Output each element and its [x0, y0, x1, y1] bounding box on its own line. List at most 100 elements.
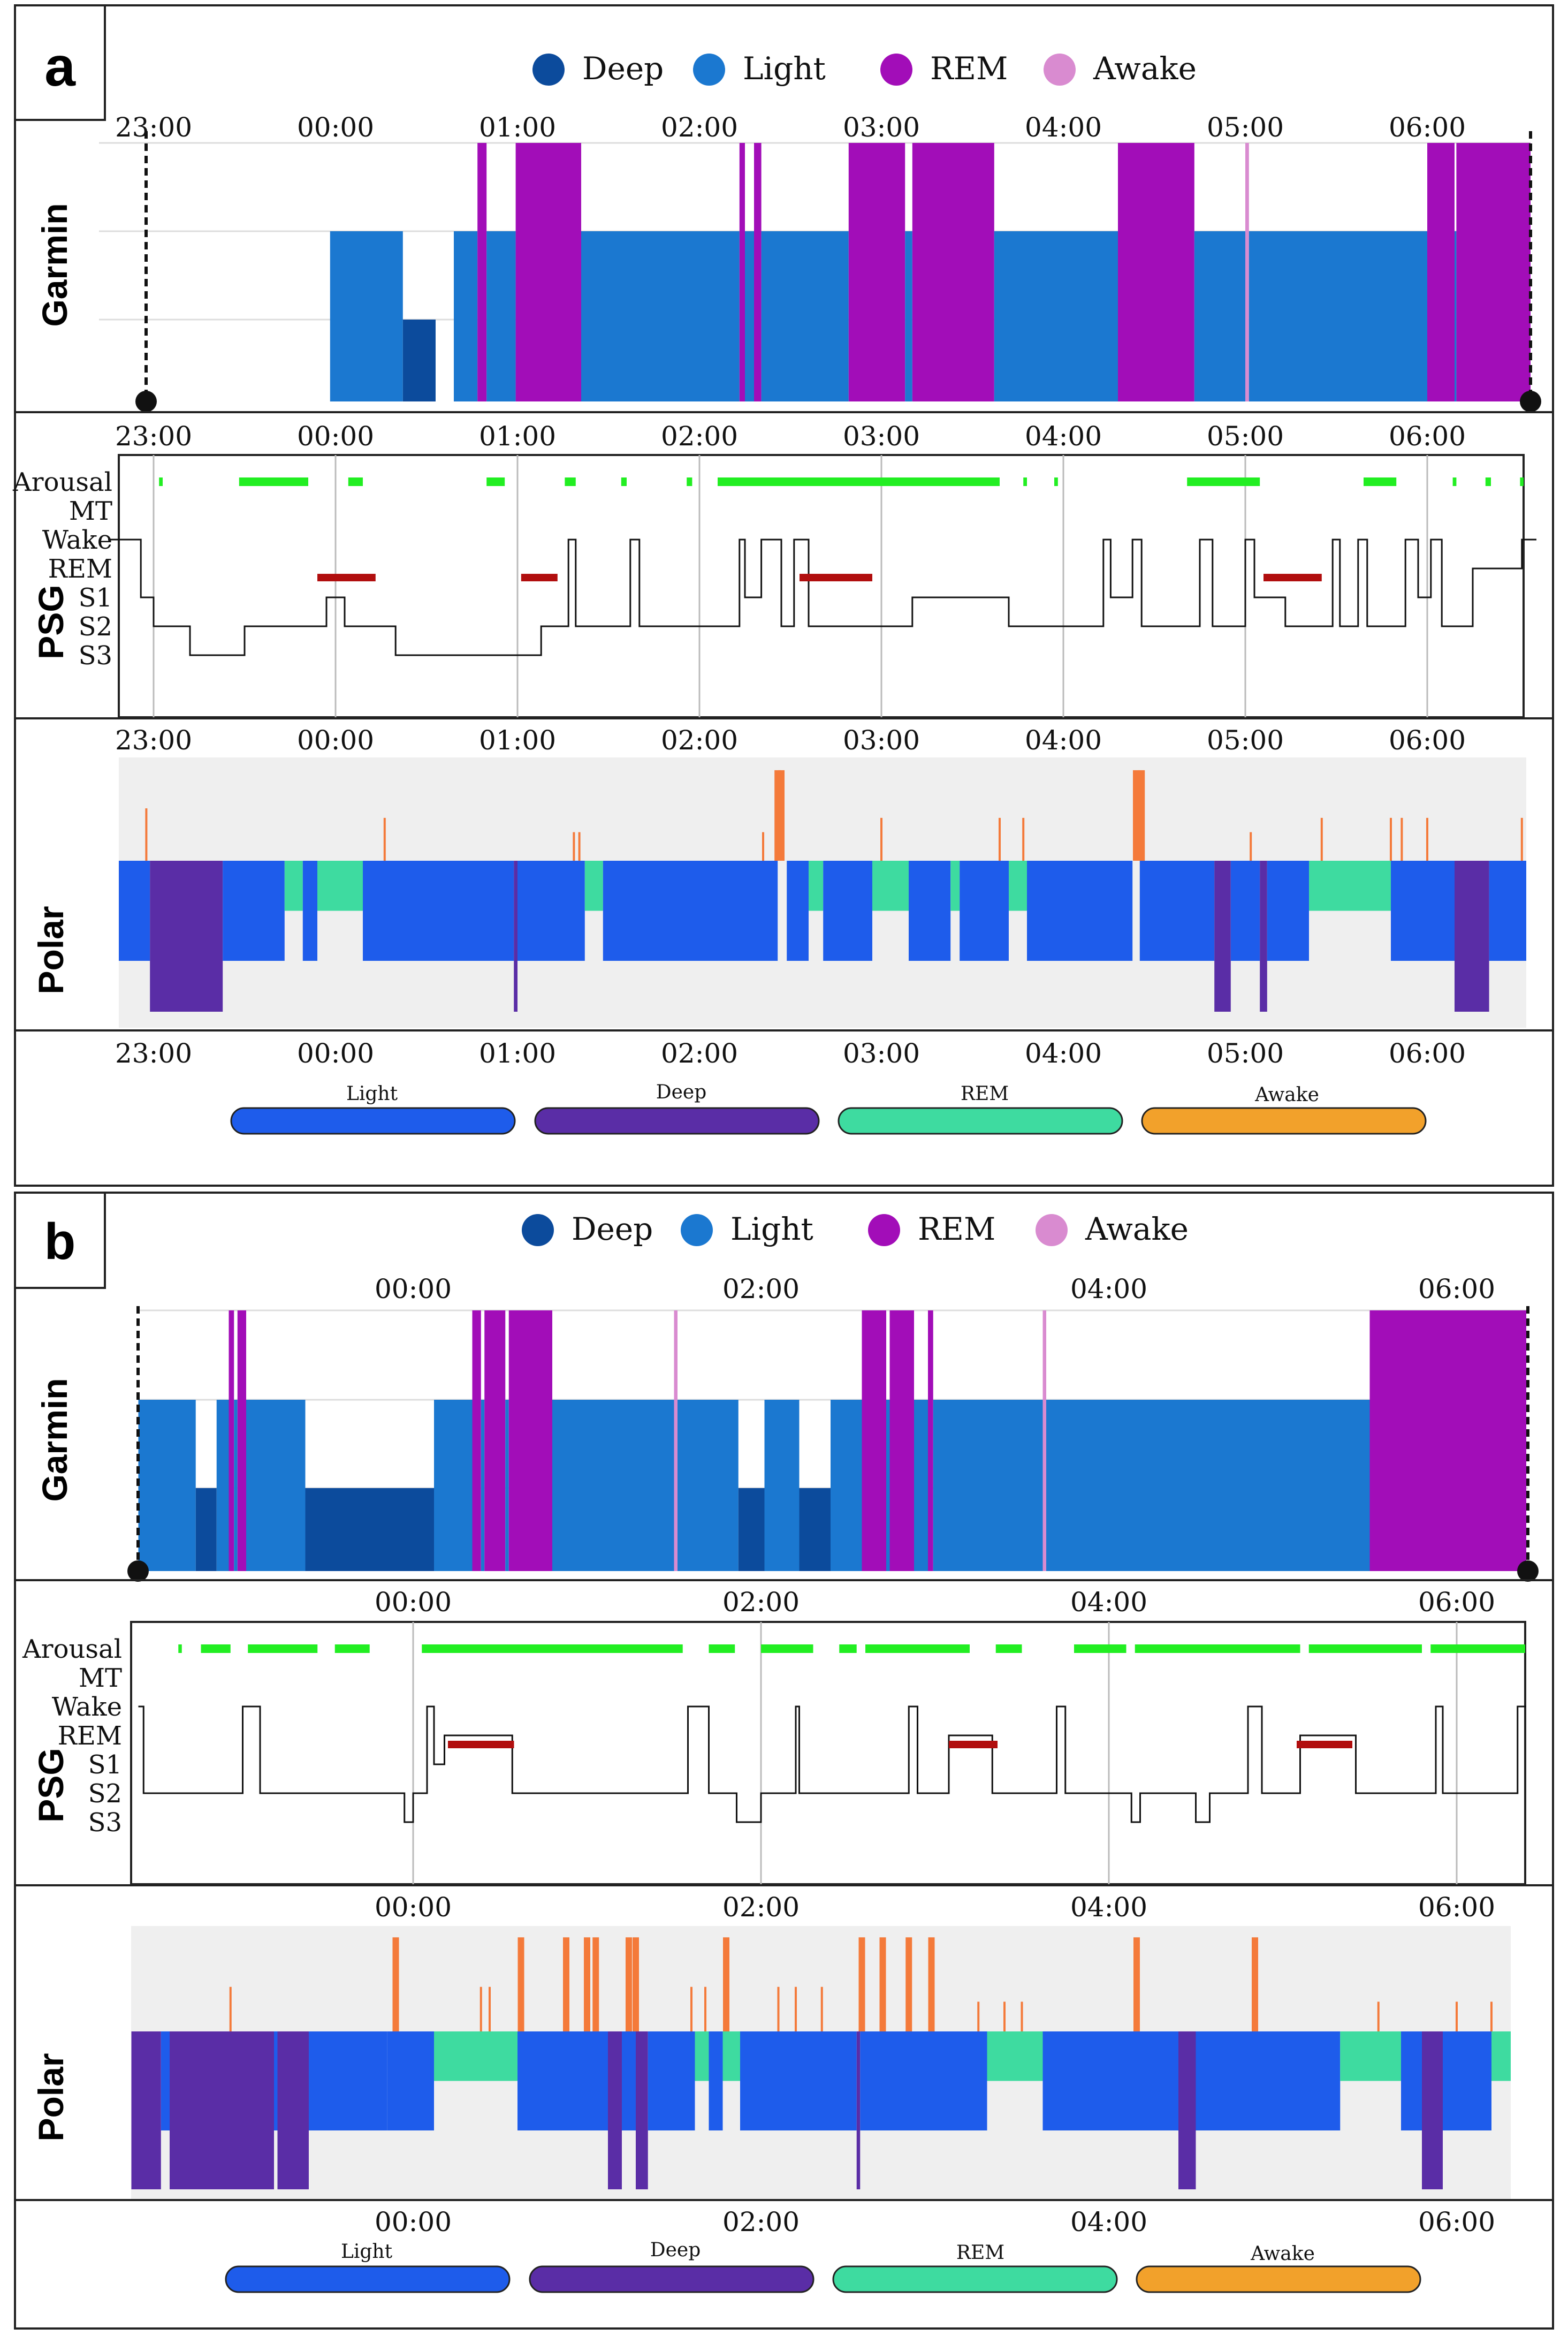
legend-awake-dot — [1036, 1214, 1068, 1246]
polar-light-bar — [1230, 861, 1260, 961]
garmin-light-bar — [994, 231, 1118, 401]
legend-light-dot — [681, 1214, 713, 1246]
garmin-a-tick: 05:00 — [1207, 112, 1284, 143]
panel-b: b Deep Light REM Awake 00:00 02:00 04:00… — [14, 1192, 1554, 2330]
panel-a-polar-label: Polar — [31, 906, 71, 994]
polar-rem-bar — [695, 2031, 709, 2081]
polar-movement-spike — [858, 1937, 865, 2031]
polar-deep-bar — [608, 2031, 622, 2189]
polar-legend-light-pill — [230, 1107, 516, 1135]
polar-a-tick-bottom: 01:00 — [479, 1038, 556, 1069]
psg-arousal-mark — [1074, 1644, 1126, 1653]
polar-light-bar — [517, 861, 585, 961]
polar-legend-rem-pill — [838, 1107, 1123, 1135]
polar-rem-bar — [1491, 2031, 1511, 2081]
polar-rem-bar — [722, 2031, 740, 2081]
stage-label-arousal: Arousal — [12, 467, 112, 497]
polar-deep-bar — [514, 861, 517, 1012]
panel-a-garmin-bars — [330, 143, 1531, 401]
psg-hypnogram-line — [108, 539, 1536, 656]
polar-b-tick-top: 02:00 — [722, 1892, 800, 1923]
polar-movement-spike — [489, 1986, 491, 2031]
garmin-rem-bar — [912, 143, 994, 401]
polar-movement-spike — [1250, 832, 1252, 861]
polar-light-bar — [274, 2031, 278, 2130]
garmin-rem-bar — [754, 143, 762, 401]
psg-b-tick: 02:00 — [722, 1587, 800, 1618]
polar-movement-spike — [999, 817, 1001, 861]
legend-rem-label: REM — [930, 50, 1008, 87]
polar-light-bar — [1443, 2031, 1491, 2130]
psg-a-tick: 04:00 — [1025, 421, 1102, 452]
polar-movement-spike — [1003, 2001, 1006, 2031]
garmin-light-bar — [831, 1400, 862, 1571]
polar-movement-spike — [928, 1937, 935, 2031]
garmin-light-bar — [678, 1400, 739, 1571]
psg-a-tick: 06:00 — [1389, 421, 1466, 452]
garmin-light-bar — [505, 1400, 509, 1571]
polar-movement-spike — [1320, 817, 1323, 861]
garmin-light-bar — [1046, 1400, 1370, 1571]
polar-light-bar — [648, 2031, 695, 2130]
psg-arousal-mark — [486, 477, 505, 486]
polar-movement-spike — [777, 1986, 780, 2031]
polar-movement-spike — [1456, 2001, 1458, 2031]
garmin-light-bar — [481, 1400, 485, 1571]
polar-a-tick-bottom: 04:00 — [1025, 1038, 1102, 1069]
garmin-rem-bar — [889, 1310, 914, 1571]
polar-movement-spike — [1021, 2001, 1023, 2031]
psg-arousal-mark — [1308, 1644, 1422, 1653]
garmin-deep-bar — [738, 1488, 765, 1571]
psg-rem-bar — [448, 1741, 514, 1748]
garmin-light-bar — [905, 231, 912, 401]
panel-b-garmin-bars — [138, 1310, 1526, 1571]
panel-b-psg-ticks: 00:00 02:00 04:00 06:00 — [375, 1587, 1495, 1618]
sleep-end-icon — [1520, 391, 1541, 412]
polar-deep-bar — [277, 2031, 309, 2189]
polar-a-tick-top: 01:00 — [479, 725, 556, 756]
polar-deep-bar — [856, 2031, 861, 2189]
garmin-a-tick: 00:00 — [297, 112, 374, 143]
garmin-a-tick: 06:00 — [1389, 112, 1466, 143]
garmin-light-bar — [764, 1400, 800, 1571]
polar-rem-bar — [284, 861, 303, 911]
garmin-b-tick: 02:00 — [722, 1273, 800, 1304]
stage-label-s3: S3 — [88, 1808, 122, 1838]
polar-light-bar — [1267, 861, 1309, 961]
psg-b-tick: 00:00 — [375, 1587, 452, 1618]
polar-a-tick-top: 04:00 — [1025, 725, 1102, 756]
garmin-light-bar — [434, 1400, 473, 1571]
polar-legend-rem-label: REM — [961, 1083, 1009, 1105]
legend-awake-dot — [1044, 54, 1076, 86]
garmin-light-bar — [761, 231, 849, 401]
psg-hypnogram-line — [138, 1705, 1526, 1823]
garmin-deep-bar — [195, 1488, 217, 1571]
stage-label-s1: S1 — [79, 583, 112, 613]
polar-light-bar — [1401, 2031, 1422, 2130]
stage-label-mt: MT — [69, 496, 112, 526]
polar-light-bar — [1196, 2031, 1259, 2130]
garmin-rem-bar — [862, 1310, 886, 1571]
polar-deep-bar — [1422, 2031, 1443, 2189]
garmin-light-bar — [138, 1400, 196, 1571]
polar-movement-spike — [795, 1986, 797, 2031]
garmin-rem-bar — [237, 1310, 246, 1571]
polar-movement-spike — [229, 1986, 232, 2031]
psg-arousal-mark — [1452, 477, 1457, 486]
psg-arousal-mark — [334, 1644, 370, 1653]
polar-b-tick-bottom: 02:00 — [722, 2206, 800, 2238]
polar-movement-spike — [584, 1937, 590, 2031]
stage-label-s2: S2 — [79, 612, 112, 642]
garmin-rem-bar — [508, 1310, 552, 1571]
panel-a-polar-movement-spikes — [145, 770, 1523, 861]
garmin-light-bar — [246, 1400, 306, 1571]
legend-rem-dot — [868, 1214, 900, 1246]
polar-b-tick-top: 06:00 — [1418, 1892, 1495, 1923]
panel-b-polar-label: Polar — [31, 2053, 71, 2141]
garmin-a-tick: 23:00 — [115, 112, 192, 143]
polar-b-tick-bottom: 00:00 — [375, 2206, 452, 2238]
psg-rem-bar — [949, 1741, 998, 1748]
garmin-a-tick: 01:00 — [479, 112, 556, 143]
sleep-end-icon — [1517, 1560, 1539, 1582]
